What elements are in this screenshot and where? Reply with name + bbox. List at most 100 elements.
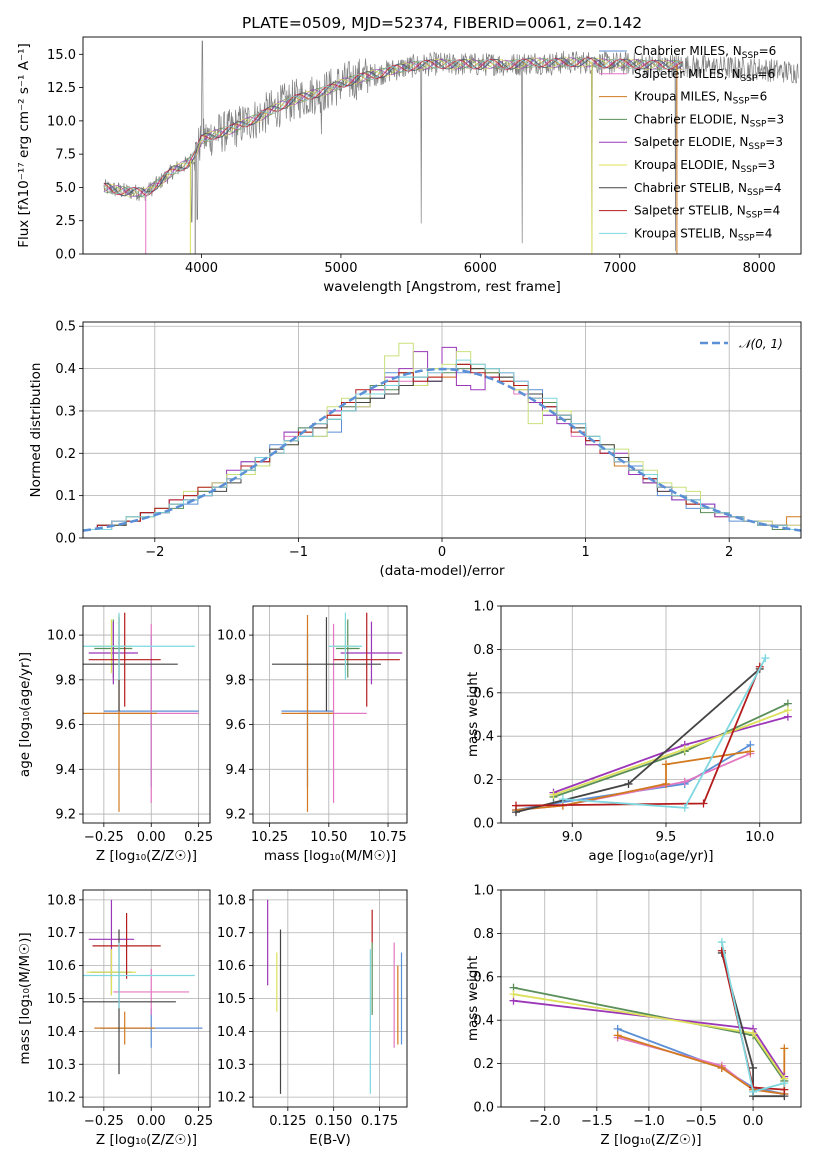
y-tick-label: 0.4 bbox=[55, 362, 76, 377]
data-point bbox=[92, 913, 161, 979]
y-tick-label: 9.8 bbox=[225, 673, 246, 688]
series-line bbox=[515, 744, 751, 811]
y-axis-label: Flux [fλ10⁻¹⁷ erg cm⁻² s⁻¹ A⁻¹] bbox=[16, 43, 32, 248]
y-tick-label: 10.4 bbox=[47, 1025, 76, 1040]
data-point bbox=[86, 949, 137, 996]
legend-subscript: SSP bbox=[733, 97, 750, 107]
mass_vs_EBV-axes: 0.125 0.150 0.175 10.2 10.3 10.4 10.5 10.6 10.7 1… bbox=[217, 890, 407, 1148]
x-tick-label: 6000 bbox=[464, 261, 497, 276]
y-tick-label: 0.6 bbox=[473, 970, 494, 985]
series-marker bbox=[558, 795, 567, 804]
series-marker bbox=[680, 777, 689, 786]
y-tick-label: 12.5 bbox=[47, 81, 76, 96]
spectrum-frame bbox=[82, 36, 802, 255]
series-marker bbox=[613, 1031, 622, 1040]
y-axis-label: mass weight bbox=[465, 672, 481, 757]
x-tick-label: 0 bbox=[438, 545, 446, 560]
x-tick-label: 0.25 bbox=[184, 830, 213, 845]
x-tick-label: −2.0 bbox=[529, 1114, 561, 1129]
legend-text: =4 bbox=[764, 181, 782, 195]
x-axis-label: (data-model)/error bbox=[379, 563, 505, 579]
y-tick-label: 0.1 bbox=[55, 489, 76, 504]
series-marker bbox=[680, 803, 689, 812]
series-marker bbox=[509, 990, 518, 999]
massweight_vs_age-plot-area bbox=[512, 654, 792, 817]
data-point bbox=[88, 612, 161, 707]
y-tick-label: 9.2 bbox=[225, 808, 246, 823]
y-tick-label: 5.0 bbox=[55, 181, 76, 196]
legend-text: Kroupa ELODIE, N bbox=[634, 158, 741, 172]
age_vs_Z-axes: −0.25 0.00 0.25 9.2 9.4 9.6 9.8 10.0 Z [log₁₀(Z/… bbox=[17, 606, 213, 864]
y-tick-label: 10.7 bbox=[217, 926, 246, 941]
y-tick-label: 10.2 bbox=[217, 1091, 246, 1106]
mass-weight-series bbox=[512, 740, 755, 814]
series-marker bbox=[680, 745, 689, 754]
x-tick-label: 0.00 bbox=[137, 830, 166, 845]
y-tick-label: 10.6 bbox=[47, 959, 76, 974]
mass_vs_Z-plot-area bbox=[83, 899, 203, 1075]
legend-subscript: SSP bbox=[748, 142, 765, 152]
y-tick-label: 0.0 bbox=[473, 1101, 494, 1116]
mass-weight-series bbox=[558, 654, 770, 812]
legend-entry-label: Salpeter ELODIE, NSSP=3 bbox=[634, 135, 783, 152]
x-tick-label: 10.25 bbox=[251, 830, 288, 845]
x-tick-label: 8000 bbox=[743, 261, 776, 276]
legend-subscript: SSP bbox=[746, 211, 763, 221]
data-point bbox=[113, 968, 190, 1015]
series-line bbox=[720, 952, 785, 1098]
mass_vs_Z-frame bbox=[82, 889, 211, 1108]
y-tick-label: 0.8 bbox=[473, 927, 494, 942]
y-tick-label: 9.6 bbox=[55, 718, 76, 733]
age_vs_mass-plot-area bbox=[271, 612, 403, 812]
data-point bbox=[281, 614, 334, 812]
legend-text: =3 bbox=[765, 135, 783, 149]
y-tick-label: 10.7 bbox=[47, 926, 76, 941]
legend-subscript: SSP bbox=[742, 51, 759, 61]
legend-text: =3 bbox=[757, 158, 775, 172]
normal-curve-line bbox=[83, 367, 801, 532]
y-tick-label: 0.5 bbox=[55, 320, 76, 335]
x-tick-label: 5000 bbox=[324, 261, 357, 276]
data-point bbox=[340, 621, 403, 685]
x-tick-label: 10.50 bbox=[310, 830, 347, 845]
y-axis-label: mass [log₁₀(M/M☉)] bbox=[17, 932, 33, 1064]
y-tick-label: 0.3 bbox=[55, 404, 76, 419]
y-tick-label: 15.0 bbox=[47, 48, 76, 63]
series-marker bbox=[699, 799, 708, 808]
legend-entry-label: Chabrier STELIB, NSSP=4 bbox=[634, 181, 782, 198]
x-axis-label: E(B-V) bbox=[309, 1132, 351, 1148]
legend-text: Chabrier MILES, N bbox=[634, 44, 742, 58]
y-tick-label: 0.4 bbox=[473, 1014, 494, 1029]
mass-weight-series bbox=[509, 990, 789, 1083]
age_vs_mass-axes: 10.25 10.50 10.75 9.2 9.4 9.6 9.8 10.0 mass [log… bbox=[217, 606, 407, 864]
y-tick-label: 1.0 bbox=[473, 600, 494, 615]
series-marker bbox=[749, 1029, 758, 1038]
x-tick-label: 10.0 bbox=[745, 830, 774, 845]
mass-weight-series bbox=[549, 706, 792, 799]
legend-text: =4 bbox=[755, 226, 773, 240]
legend-entry-label: Chabrier ELODIE, NSSP=3 bbox=[634, 112, 784, 129]
series-marker bbox=[549, 790, 558, 799]
x-tick-label: 0.150 bbox=[315, 1114, 352, 1129]
series-line bbox=[515, 752, 751, 811]
y-tick-label: 0.0 bbox=[55, 248, 76, 263]
x-tick-label: −0.5 bbox=[685, 1114, 717, 1129]
y-tick-label: 2.5 bbox=[55, 214, 76, 229]
series-marker bbox=[746, 747, 755, 756]
y-tick-label: 10.6 bbox=[217, 959, 246, 974]
x-tick-label: −2 bbox=[145, 545, 164, 560]
y-tick-label: 10.0 bbox=[217, 629, 246, 644]
legend-text: Kroupa MILES, N bbox=[634, 90, 733, 104]
x-tick-label: 4000 bbox=[185, 261, 218, 276]
series-line bbox=[553, 709, 789, 796]
y-tick-label: 7.5 bbox=[55, 148, 76, 163]
massweight_vs_age-frame bbox=[500, 605, 802, 824]
y-tick-label: 10.3 bbox=[47, 1058, 76, 1073]
series-marker bbox=[717, 938, 726, 947]
legend-entry-label: Kroupa MILES, NSSP=6 bbox=[634, 90, 767, 107]
series-marker bbox=[780, 1044, 789, 1053]
x-tick-label: 0.0 bbox=[743, 1114, 764, 1129]
mass_vs_EBV-plot-area bbox=[267, 899, 403, 1094]
residuals-frame bbox=[82, 321, 802, 539]
y-tick-label: 0.2 bbox=[473, 1057, 494, 1072]
